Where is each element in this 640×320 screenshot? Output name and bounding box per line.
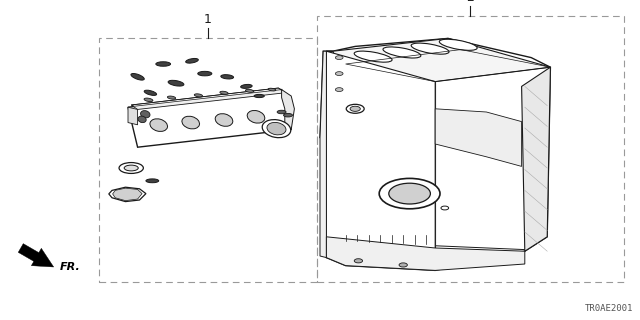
Polygon shape — [333, 38, 550, 82]
Polygon shape — [522, 67, 550, 251]
Polygon shape — [326, 51, 435, 269]
Ellipse shape — [241, 84, 252, 88]
Ellipse shape — [198, 71, 212, 76]
Ellipse shape — [268, 88, 276, 91]
Ellipse shape — [284, 113, 292, 117]
Ellipse shape — [411, 43, 449, 54]
Ellipse shape — [277, 110, 286, 114]
Ellipse shape — [186, 59, 198, 63]
Ellipse shape — [383, 47, 421, 58]
Ellipse shape — [335, 72, 343, 76]
Ellipse shape — [354, 51, 392, 62]
Ellipse shape — [182, 116, 200, 129]
Ellipse shape — [267, 123, 286, 135]
Polygon shape — [435, 109, 522, 166]
Ellipse shape — [335, 88, 343, 92]
Text: FR.: FR. — [60, 262, 81, 272]
Ellipse shape — [141, 111, 150, 118]
Ellipse shape — [246, 89, 253, 92]
Ellipse shape — [144, 90, 157, 95]
Ellipse shape — [150, 119, 168, 132]
Ellipse shape — [439, 39, 477, 50]
Ellipse shape — [355, 259, 363, 263]
Ellipse shape — [144, 98, 153, 101]
Ellipse shape — [441, 206, 449, 210]
Ellipse shape — [254, 94, 264, 98]
Ellipse shape — [335, 56, 343, 60]
Ellipse shape — [399, 263, 408, 267]
Ellipse shape — [346, 104, 364, 113]
Polygon shape — [320, 51, 333, 258]
Text: TR0AE2001: TR0AE2001 — [585, 304, 634, 313]
Ellipse shape — [156, 62, 170, 66]
Ellipse shape — [146, 179, 159, 183]
Ellipse shape — [380, 179, 440, 209]
Ellipse shape — [262, 120, 291, 138]
Bar — [317, 16, 624, 282]
Polygon shape — [19, 244, 54, 267]
Ellipse shape — [168, 96, 175, 99]
Ellipse shape — [350, 106, 360, 111]
Ellipse shape — [389, 183, 431, 204]
Ellipse shape — [131, 74, 144, 80]
Polygon shape — [326, 237, 525, 270]
Ellipse shape — [195, 94, 202, 97]
Ellipse shape — [247, 110, 265, 123]
Polygon shape — [320, 38, 550, 270]
Ellipse shape — [220, 91, 228, 94]
Text: 1: 1 — [204, 13, 212, 26]
Polygon shape — [109, 187, 146, 202]
Ellipse shape — [138, 116, 146, 123]
Polygon shape — [282, 90, 294, 130]
Ellipse shape — [215, 114, 233, 126]
Polygon shape — [131, 88, 285, 109]
Text: 2: 2 — [467, 0, 474, 4]
Ellipse shape — [221, 75, 234, 79]
Polygon shape — [113, 188, 142, 201]
Ellipse shape — [124, 165, 138, 171]
Ellipse shape — [168, 80, 184, 86]
Polygon shape — [128, 107, 138, 125]
Polygon shape — [128, 90, 291, 147]
Ellipse shape — [119, 163, 143, 173]
Bar — [99, 38, 317, 282]
